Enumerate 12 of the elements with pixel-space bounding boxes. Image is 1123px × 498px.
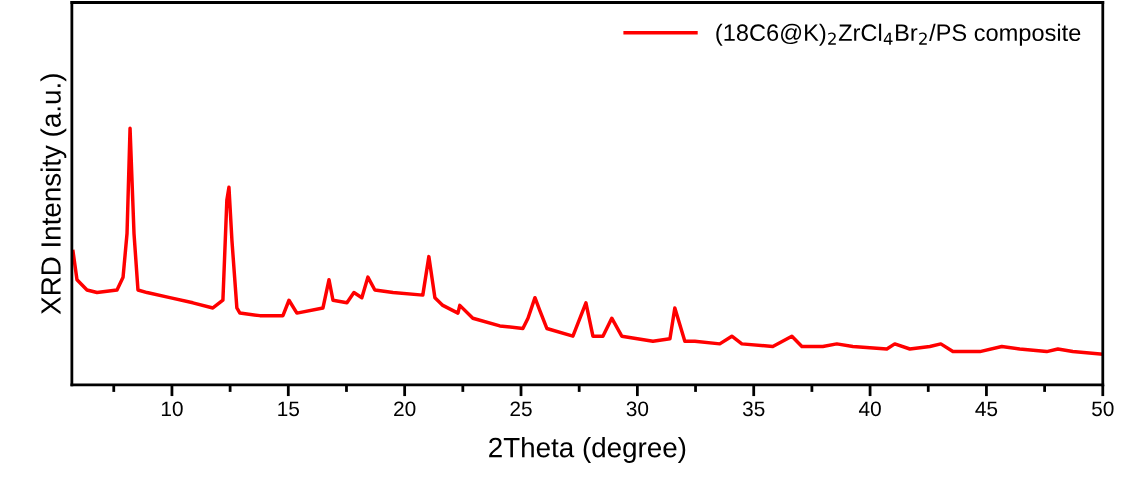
x-tick-label: 50 bbox=[1092, 401, 1114, 417]
x-tick-label: 30 bbox=[626, 401, 649, 417]
x-tick-label: 25 bbox=[510, 401, 532, 417]
x-tick-label: 15 bbox=[278, 401, 300, 417]
legend-label: (18C6@K)$_{2}$ZrCl$_{4}$Br$_{2}$/PS composite bbox=[716, 23, 1081, 46]
x-axis-title: 2Theta (degree) bbox=[489, 437, 686, 463]
x-tick-label: 40 bbox=[858, 401, 881, 417]
y-axis-title: XRD Intensity (a.u.) bbox=[40, 74, 67, 315]
x-tick-label: 45 bbox=[975, 401, 998, 417]
x-tick-label: 10 bbox=[161, 401, 183, 417]
x-tick-label: 20 bbox=[394, 401, 416, 417]
x-tick-label: 35 bbox=[742, 401, 765, 417]
